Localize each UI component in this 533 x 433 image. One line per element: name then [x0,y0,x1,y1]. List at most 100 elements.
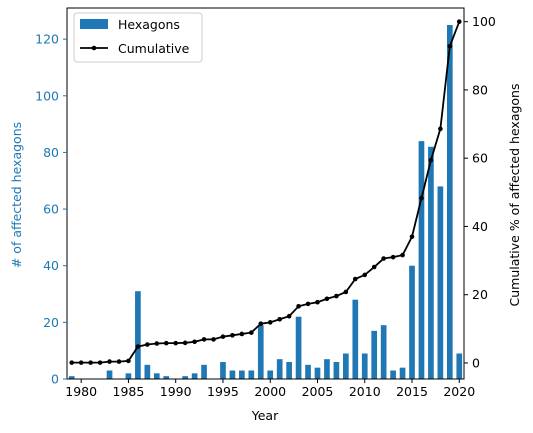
bar [163,376,170,379]
line-series-cumulative [69,19,462,365]
cumulative-point [88,360,93,365]
cumulative-point [145,342,150,347]
bar [153,373,160,379]
bar [191,373,198,379]
cumulative-point [258,321,264,327]
cumulative-point [409,234,415,239]
cumulative-point [135,344,141,349]
x-tick-label: 1995 [207,384,239,399]
bar [220,362,226,379]
bar [409,265,415,379]
bar [314,367,321,379]
cumulative-point [97,360,103,365]
bar [125,373,132,379]
bar [248,370,255,379]
bar [343,353,349,379]
bar [229,370,236,379]
bar [295,316,302,379]
cumulative-point [352,276,358,282]
x-tick-label: 1985 [113,384,145,399]
bar [390,370,396,379]
legend-swatch-hexagons [80,19,108,29]
cumulative-point [438,126,443,132]
cumulative-point [371,264,377,270]
x-tick-label: 2020 [443,384,475,399]
cumulative-point [239,331,245,337]
x-tick-label: 2005 [302,384,334,399]
legend-label-cumulative: Cumulative [118,41,190,56]
y-axis-right: 0 20 40 60 80 100 [464,14,496,370]
cumulative-point [277,316,282,322]
cumulative-point [362,272,368,278]
bar [267,370,274,379]
bar [135,291,141,379]
cumulative-point [201,337,207,342]
cumulative-point [343,289,349,295]
cumulative-point [419,195,424,201]
x-tick-label: 2000 [254,384,286,399]
bar [333,362,340,379]
bar [106,370,113,379]
cumulative-point [286,313,292,319]
bar [257,325,264,379]
bar [182,376,188,379]
cumulative-point [315,299,320,305]
cumulative-point [296,304,301,309]
bar [380,325,387,379]
cumulative-point [447,43,453,49]
bar [399,367,406,379]
bar [437,186,444,379]
y-left-tick-label: 80 [43,145,59,160]
bar [418,141,425,379]
bar [305,364,311,379]
x-tick-label: 2015 [396,384,428,399]
bar [68,376,75,379]
y-right-tick-label: 60 [472,151,488,166]
bar [446,24,453,379]
bar [456,353,463,379]
legend-marker-cumulative [91,45,97,51]
cumulative-point [173,340,179,346]
cumulative-point [154,341,160,346]
y-right-tick-label: 100 [472,14,496,29]
cumulative-point [456,19,462,24]
cumulative-point [390,254,396,260]
cumulative-point [305,301,311,307]
cumulative-point [69,360,75,365]
legend: Hexagons Cumulative [73,12,203,63]
bar [352,299,359,379]
cumulative-point [324,296,330,302]
cumulative-point [182,340,188,346]
y-left-tick-label: 60 [43,202,59,217]
cumulative-point [78,360,84,365]
cumulative-point [107,359,112,364]
cumulative-point [428,157,434,163]
cumulative-point [400,252,405,258]
cumulative-point [192,339,197,345]
cumulative-point [249,330,254,335]
y-axis-left: 0 20 40 60 80 100 120 [35,32,67,387]
plot-frame [66,7,465,380]
cumulative-point [220,334,226,339]
y-left-tick-label: 20 [43,315,59,330]
y-right-tick-label: 0 [472,355,480,370]
bar [286,362,292,379]
x-tick-label: 1980 [65,384,97,399]
bar [428,146,434,379]
cumulative-point [116,359,122,364]
y-left-tick-label: 40 [43,258,59,273]
bar-series-hexagons [68,24,463,379]
bar [371,330,378,379]
x-tick-label: 1990 [160,384,192,399]
y-axis-right-label: Cumulative % of affected hexagons [507,84,522,307]
cumulative-point [163,340,169,346]
bar [144,364,151,379]
cumulative-point [230,333,235,338]
bar [276,359,283,379]
legend-label-hexagons: Hexagons [118,17,180,32]
cumulative-point [126,358,131,364]
x-tick-label: 2010 [349,384,381,399]
x-axis-label: Year [251,408,279,423]
bar [201,364,207,379]
